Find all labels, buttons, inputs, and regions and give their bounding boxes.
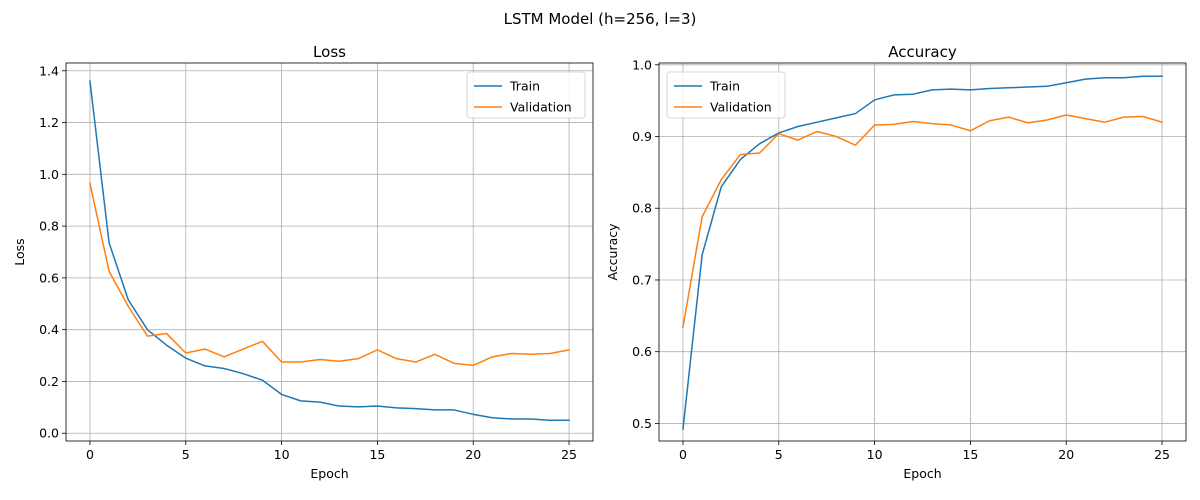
series-line-validation	[682, 114, 1163, 329]
y-tick-label: 0.7	[632, 272, 652, 287]
x-tick-label: 25	[1154, 447, 1170, 462]
x-tick-label: 5	[775, 447, 783, 462]
series-line-train	[682, 75, 1163, 430]
x-tick-label: 20	[1058, 447, 1074, 462]
y-tick-label: 0.0	[39, 426, 59, 441]
x-tick-label: 20	[465, 447, 481, 462]
y-tick-label: 0.2	[39, 374, 59, 389]
x-tick-label: 5	[182, 447, 190, 462]
figure-suptitle: LSTM Model (h=256, l=3)	[504, 10, 697, 28]
x-axis-label: Epoch	[310, 466, 348, 481]
y-axis-label: Accuracy	[605, 223, 620, 281]
y-tick-label: 0.9	[632, 129, 652, 144]
subplot-loss: 0 5 10 15 20 25 0.0 0.2 0.4 0.6 0.8 1.0 1.2 1.4 Loss Ep…	[12, 43, 594, 481]
y-tick-label: 0.4	[39, 322, 59, 337]
legend: Train Validation	[666, 71, 786, 119]
legend-label-train: Train	[509, 79, 540, 94]
x-tick-label: 0	[679, 447, 687, 462]
y-tick-label: 0.5	[632, 416, 652, 431]
y-tick-label: 1.0	[39, 167, 59, 182]
x-tick-label: 0	[86, 447, 94, 462]
x-tick-label: 15	[369, 447, 385, 462]
series-line-train	[89, 80, 570, 422]
y-tick-label: 0.6	[39, 270, 59, 285]
legend-label-validation: Validation	[510, 100, 572, 115]
y-tick-label: 0.6	[632, 344, 652, 359]
axes-frame	[65, 62, 594, 442]
subplots: 0 5 10 15 20 25 0.0 0.2 0.4 0.6 0.8 1.0 1.2 1.4 Loss Ep…	[12, 43, 1187, 481]
x-tick-label: 10	[867, 447, 883, 462]
subplot-accuracy: 0 5 10 15 20 25 0.5 0.6 0.7 0.8 0.9 1.0 Accuracy Epoc…	[605, 43, 1187, 481]
series-line-validation	[89, 182, 570, 367]
axes-title: Accuracy	[888, 43, 957, 61]
x-tick-label: 25	[561, 447, 577, 462]
legend-label-validation: Validation	[710, 100, 772, 115]
y-axis-label: Loss	[12, 238, 27, 265]
y-tick-label: 1.0	[632, 57, 652, 72]
x-tick-label: 10	[274, 447, 290, 462]
y-tick-label: 0.8	[39, 219, 59, 234]
x-axis-label: Epoch	[903, 466, 941, 481]
axes-title: Loss	[313, 43, 346, 61]
y-tick-label: 1.4	[39, 63, 59, 78]
legend: Train Validation	[466, 71, 586, 119]
y-tick-label: 1.2	[39, 115, 59, 130]
x-tick-label: 15	[962, 447, 978, 462]
legend-label-train: Train	[709, 79, 740, 94]
axes-frame	[658, 62, 1187, 442]
y-tick-label: 0.8	[632, 201, 652, 216]
